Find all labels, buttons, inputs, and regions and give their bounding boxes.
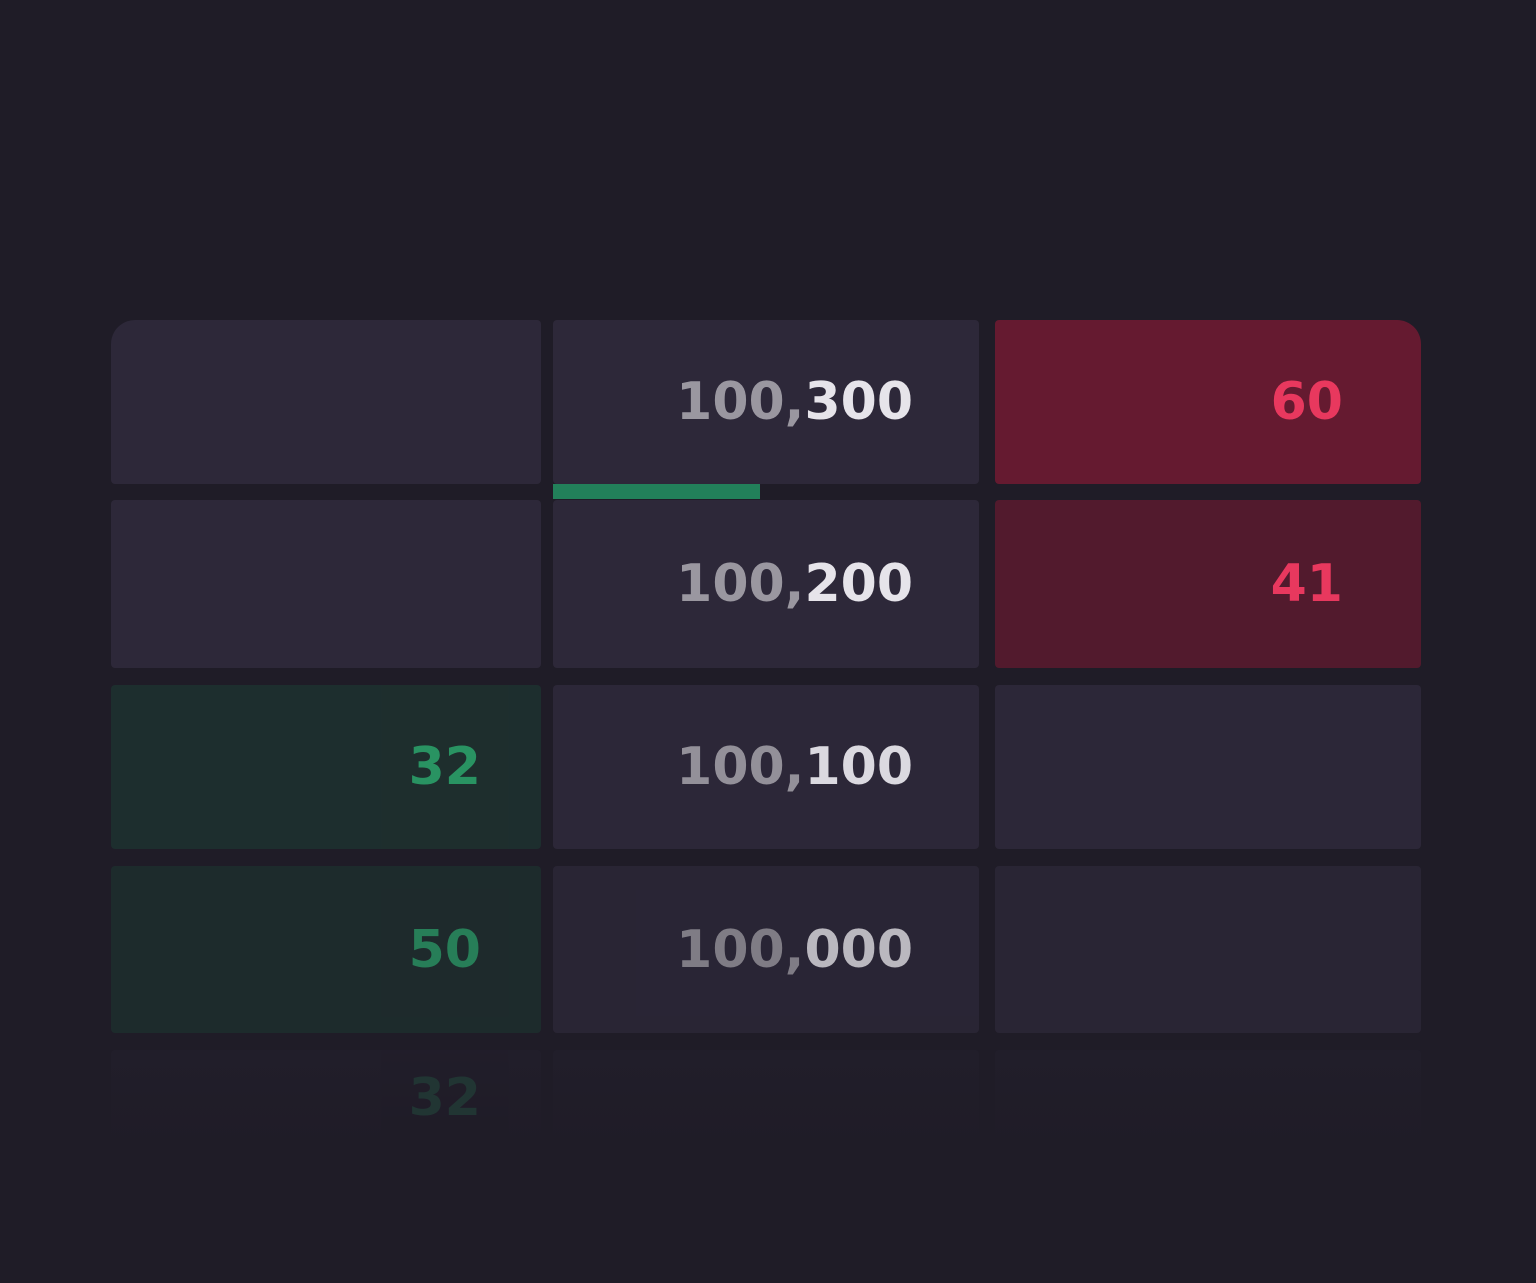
price-major: 100,: [676, 554, 805, 614]
price-cell: 100,200: [553, 500, 979, 668]
price-minor: 000: [804, 919, 913, 980]
ask-cell: [995, 1050, 1421, 1145]
price-minor: 200: [804, 554, 913, 614]
ask-cell: [995, 866, 1421, 1033]
bid-cell: [111, 320, 541, 484]
price-cell: 100,300: [553, 320, 979, 484]
price-major: 100,: [676, 737, 805, 797]
ask-cell: [995, 685, 1421, 849]
bid-size: 32: [408, 737, 481, 797]
ask-cell: 60: [995, 320, 1421, 484]
price-minor: 100: [804, 737, 913, 797]
bid-cell: 32: [111, 1050, 541, 1145]
price-text: 100,000: [676, 920, 913, 980]
bid-cell: [111, 500, 541, 668]
price-major: 100,: [676, 372, 805, 432]
price-text: 100,200: [676, 554, 913, 614]
price-minor: 300: [804, 372, 913, 432]
bid-size: 50: [408, 919, 481, 980]
ask-cell: 41: [995, 500, 1421, 668]
progress-bar: [553, 484, 760, 499]
ask-size: 60: [1270, 372, 1343, 432]
price-text: 100,100: [676, 737, 913, 797]
price-cell: [553, 1050, 979, 1145]
price-cell: 100,100: [553, 685, 979, 849]
bid-cell: 50: [111, 866, 541, 1033]
price-text: 100,300: [676, 372, 913, 432]
bid-size: 32: [408, 1067, 481, 1128]
price-cell: 100,000: [553, 866, 979, 1033]
ask-size: 41: [1270, 554, 1343, 614]
bid-cell: 32: [111, 685, 541, 849]
price-major: 100,: [676, 919, 805, 980]
